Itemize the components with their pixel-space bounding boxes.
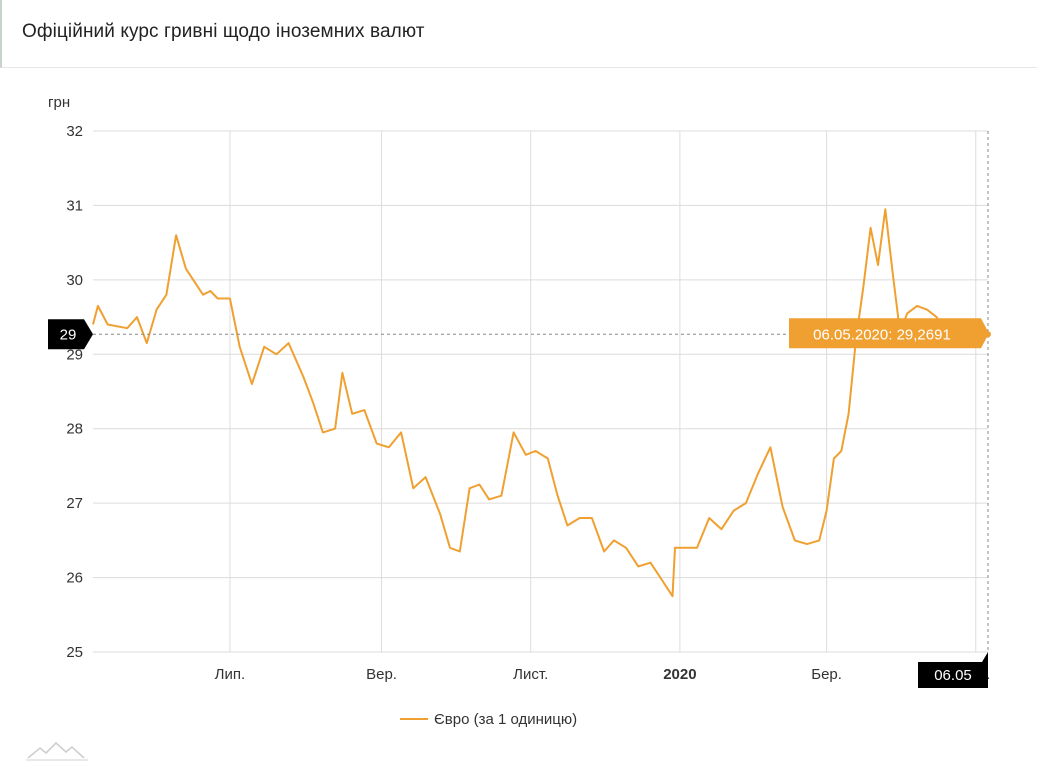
y-crosshair-marker xyxy=(48,319,93,350)
y-tick-label: 31 xyxy=(66,197,83,214)
tooltip-box xyxy=(789,318,989,349)
x-crosshair-marker xyxy=(918,652,988,688)
legend-label-euro[interactable]: Євро (за 1 одиницю) xyxy=(434,711,577,728)
y-tick-label: 26 xyxy=(66,570,83,587)
y-tick-label: 28 xyxy=(66,421,83,438)
grid-lines xyxy=(93,130,988,653)
y-axis: 25 26 27 28 29 30 31 32 xyxy=(66,123,83,661)
page-header: Офіційний курс гривні щодо іноземних вал… xyxy=(0,0,1037,68)
mountain-logo-icon xyxy=(26,741,88,761)
y-axis-label: грн xyxy=(48,94,70,111)
x-crosshair-label: 06.05 xyxy=(934,667,972,684)
series-group[interactable] xyxy=(92,208,989,598)
y-tick-label: 32 xyxy=(66,123,83,140)
y-tick-label: 29 xyxy=(66,346,83,363)
y-tick-label: 30 xyxy=(66,272,83,289)
legend[interactable]: Євро (за 1 одиницю) xyxy=(400,711,577,728)
y-crosshair-label: 29 xyxy=(60,326,77,343)
y-tick-label: 25 xyxy=(66,644,83,661)
tooltip-label: 06.05.2020: 29,2691 xyxy=(813,326,951,343)
x-tick-label: Лип. xyxy=(215,666,246,683)
crosshair: 29 06.05 06.05.2020: 29,2691 xyxy=(48,131,991,688)
x-tick-label: 2020 xyxy=(663,666,696,683)
series-line-euro[interactable] xyxy=(92,208,989,598)
x-tick-label: Вер. xyxy=(366,666,397,683)
x-tick-label: Лист. xyxy=(513,666,548,683)
x-tick-label: Бер. xyxy=(811,666,842,683)
page-title: Офіційний курс гривні щодо іноземних вал… xyxy=(22,21,425,42)
y-tick-label: 27 xyxy=(66,495,83,512)
